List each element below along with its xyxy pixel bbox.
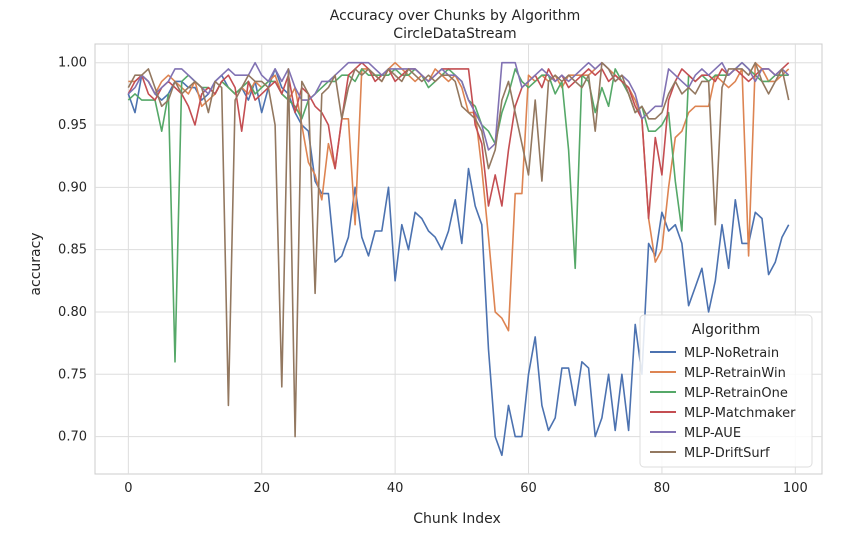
legend-label: MLP-DriftSurf [684,446,770,461]
plot-area [94,43,823,475]
legend-title: Algorithm [692,322,761,338]
x-tick-label: 60 [520,481,537,496]
y-tick-label: 0.75 [58,367,87,382]
legend-label: MLP-RetrainOne [684,386,788,401]
y-tick-label: 0.95 [58,118,87,133]
series-line-mlp-matchmaker [127,61,790,220]
x-tick-label: 0 [124,481,132,496]
legend-label: MLP-Matchmaker [684,406,796,421]
x-tick-label: 20 [253,481,270,496]
x-tick-label: 40 [387,481,404,496]
x-axis: 0 20 40 60 80 100 [124,481,808,496]
x-tick-label: 80 [654,481,671,496]
x-axis-label: Chunk Index [413,511,501,527]
legend-label: MLP-NoRetrain [684,346,779,361]
chart-subtitle: CircleDataStream [393,26,516,42]
series-lines [127,61,790,457]
y-axis: 0.70 0.75 0.80 0.85 0.90 0.95 1.00 [58,56,87,445]
y-tick-label: 0.90 [58,180,87,195]
series-line-mlp-driftsurf [127,61,790,438]
y-tick-label: 0.85 [58,243,87,258]
legend-label: MLP-RetrainWin [684,366,786,381]
y-tick-label: 0.80 [58,305,87,320]
series-line-mlp-aue [127,61,790,151]
legend-box [639,314,813,468]
y-axis-label: accuracy [28,232,44,295]
legend-items: MLP-NoRetrain MLP-RetrainWin MLP-RetrainOn… [650,346,796,461]
legend-label: MLP-AUE [684,426,741,441]
y-tick-label: 1.00 [58,56,87,71]
chart-title: Accuracy over Chunks by Algorithm [330,8,580,24]
y-tick-label: 0.70 [58,430,87,445]
legend: Algorithm MLP-NoRetrainMLP-RetrainWinMLP… [639,314,813,468]
x-tick-label: 100 [783,481,808,496]
